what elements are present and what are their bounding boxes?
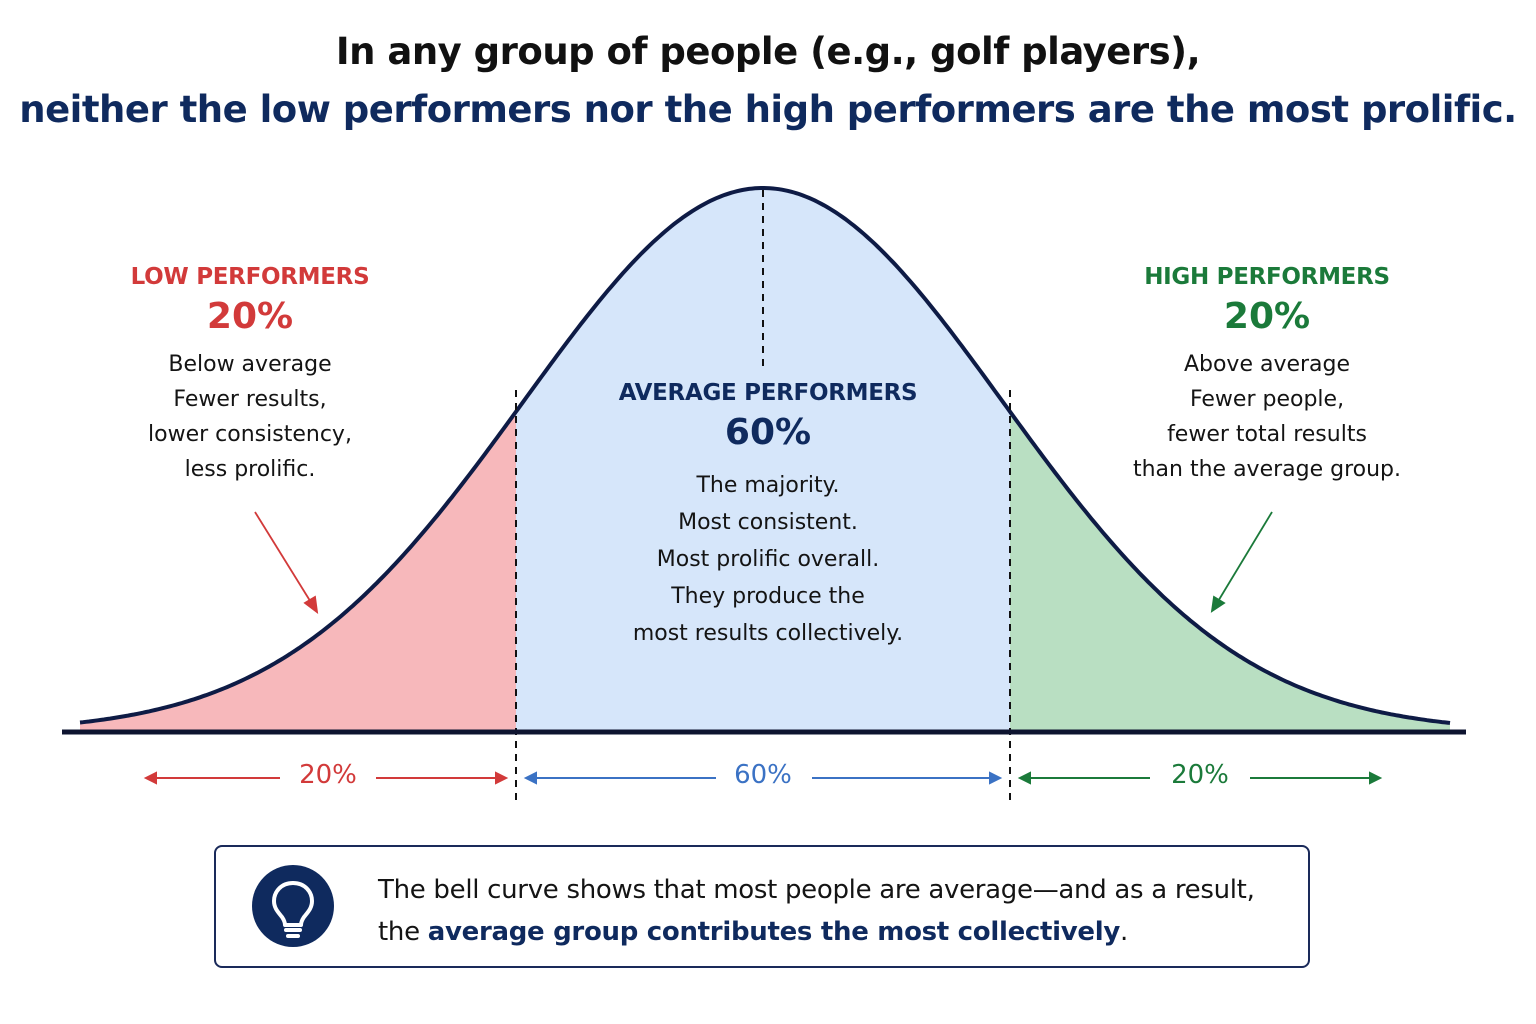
low-performers-area	[80, 411, 516, 732]
title-line-2: neither the low performers nor the high …	[19, 88, 1517, 131]
average-desc-line: Most consistent.	[678, 510, 858, 535]
average-desc-line: most results collectively.	[632, 621, 904, 646]
bell-curve-line	[79, 186, 1451, 725]
low-performers-heading: LOW PERFORMERS	[130, 264, 370, 290]
summary-callout: The bell curve shows that most people ar…	[214, 845, 1310, 968]
title-line-1: In any group of people (e.g., golf playe…	[335, 30, 1201, 73]
low-pointer-arrow	[254, 511, 319, 615]
high-performers-area	[1010, 411, 1450, 732]
lightbulb-icon	[252, 865, 334, 947]
high-pointer-arrow	[1210, 511, 1273, 613]
callout-line-1: The bell curve shows that most people ar…	[378, 875, 1255, 905]
average-desc-line: They produce the	[671, 584, 865, 609]
high-range-arrow	[1017, 771, 1383, 785]
average-desc-line: Most prolific overall.	[656, 547, 880, 572]
high-desc-line: than the average group.	[1132, 457, 1402, 482]
high-desc-line: Fewer people,	[1189, 387, 1345, 412]
low-range-label: 20%	[299, 760, 357, 790]
high-performers-percent: 20%	[1223, 296, 1311, 337]
high-performers-heading: HIGH PERFORMERS	[1144, 264, 1390, 290]
mid-range-arrow	[523, 771, 1003, 785]
average-performers-block: AVERAGE PERFORMERS 60% The majority. Mos…	[568, 380, 968, 652]
average-desc-line: The majority.	[696, 473, 840, 498]
callout-line-2-suffix: .	[1120, 917, 1128, 947]
callout-line-2: the average group contributes the most c…	[378, 911, 1278, 953]
high-desc-line: Above average	[1183, 352, 1351, 377]
average-performers-heading: AVERAGE PERFORMERS	[618, 380, 918, 406]
low-performers-block: LOW PERFORMERS 20% Below average Fewer r…	[90, 264, 410, 487]
average-performers-percent: 60%	[724, 412, 812, 453]
low-desc-line: Fewer results,	[173, 387, 327, 412]
low-range-arrow	[143, 771, 509, 785]
callout-text: The bell curve shows that most people ar…	[378, 869, 1278, 953]
mid-range-label: 60%	[734, 760, 792, 790]
high-desc-line: fewer total results	[1167, 422, 1367, 447]
low-desc-line: lower consistency,	[148, 422, 352, 447]
low-performers-percent: 20%	[206, 296, 294, 337]
callout-emphasis: average group contributes the most colle…	[427, 917, 1121, 947]
high-range-label: 20%	[1171, 760, 1229, 790]
high-performers-block: HIGH PERFORMERS 20% Above average Fewer …	[1107, 264, 1427, 487]
low-desc-line: less prolific.	[184, 457, 316, 482]
low-desc-line: Below average	[168, 352, 332, 377]
average-performers-area	[516, 188, 1010, 732]
callout-line-2-prefix: the	[378, 917, 428, 947]
